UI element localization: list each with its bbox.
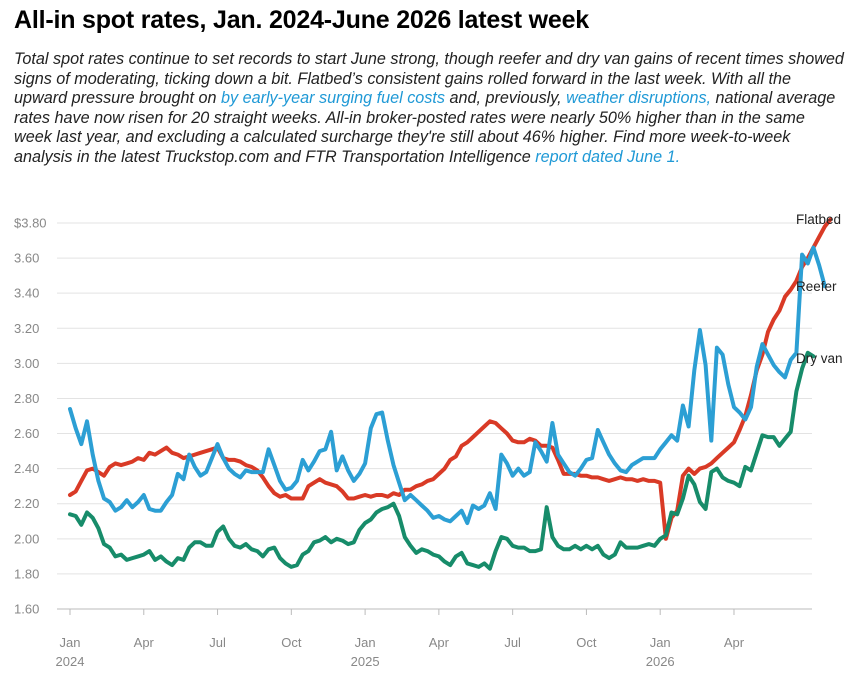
subtitle-text-3: national average rates have now risen fo… xyxy=(14,89,836,166)
y-tick-label: 1.60 xyxy=(14,602,39,617)
x-tick-label: Jan xyxy=(60,635,81,650)
x-tick-year-label: 2026 xyxy=(646,654,675,669)
x-tick-label: Apr xyxy=(429,635,450,650)
grid-lines xyxy=(57,222,812,610)
subtitle-text-2: and, previously, xyxy=(445,89,567,107)
y-tick-label: 3.00 xyxy=(14,356,39,371)
x-tick-label: Apr xyxy=(724,635,745,650)
y-tick-label: 3.40 xyxy=(14,286,39,301)
series-label-reefer: Reefer xyxy=(796,279,837,294)
subtitle-text-1: Total spot rates continue to set records… xyxy=(14,50,844,107)
y-tick-label: 2.40 xyxy=(14,461,39,476)
series-line-flatbed xyxy=(68,217,833,541)
y-axis-ticks: $3.80 3.60 3.40 3.20 3.00 2.80 2.60 2.40 2.20 2.0… xyxy=(14,216,47,617)
series-label-dry-van: Dry van xyxy=(796,351,843,366)
x-tick-year-label: 2024 xyxy=(56,654,85,669)
x-tick-label: Oct xyxy=(281,635,302,650)
series-labels: Flatbed Reefer Dry van xyxy=(796,212,843,366)
y-tick-label: 2.00 xyxy=(14,531,39,546)
x-axis-ticks: Jan 2024 Apr Jul Oct Jan 2025 Apr Jul Oct Jan 2026 A… xyxy=(56,609,745,669)
chart-title: All-in spot rates, Jan. 2024-June 2026 l… xyxy=(14,6,589,34)
x-tick-label: Oct xyxy=(576,635,597,650)
series-lines xyxy=(68,217,833,571)
fuel-costs-link[interactable]: by early-year surging fuel costs xyxy=(220,89,445,107)
series-line-reefer xyxy=(68,245,827,525)
x-tick-label: Jul xyxy=(209,635,226,650)
y-tick-label: 1.80 xyxy=(14,566,39,581)
x-tick-year-label: 2025 xyxy=(351,654,380,669)
x-tick-label: Jul xyxy=(504,635,521,650)
y-tick-label: 2.20 xyxy=(14,496,39,511)
y-tick-label: 3.20 xyxy=(14,321,39,336)
y-tick-label: $3.80 xyxy=(14,216,47,231)
x-tick-label: Jan xyxy=(355,635,376,650)
y-tick-label: 2.60 xyxy=(14,426,39,441)
weather-disruptions-link[interactable]: weather disruptions, xyxy=(566,89,712,107)
x-tick-label: Jan xyxy=(650,635,671,650)
y-tick-label: 2.80 xyxy=(14,391,39,406)
chart-subtitle: Total spot rates continue to set records… xyxy=(14,50,844,167)
x-tick-label: Apr xyxy=(134,635,155,650)
series-label-flatbed: Flatbed xyxy=(796,212,841,227)
y-tick-label: 3.60 xyxy=(14,251,39,266)
report-link[interactable]: report dated June 1. xyxy=(535,147,681,166)
series-line-dry-van xyxy=(68,350,816,571)
